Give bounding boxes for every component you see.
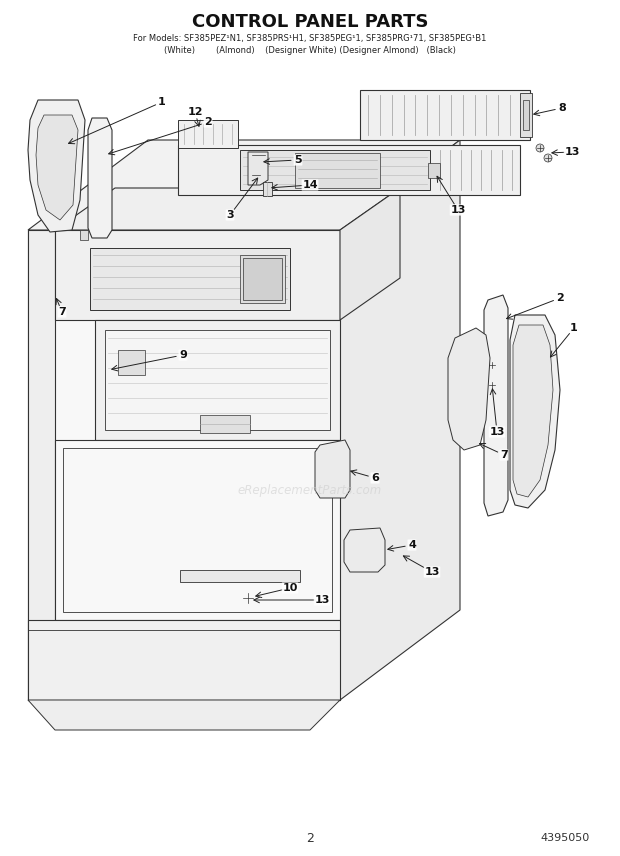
Circle shape bbox=[465, 392, 471, 398]
Polygon shape bbox=[28, 140, 460, 230]
Polygon shape bbox=[80, 230, 88, 240]
Polygon shape bbox=[180, 570, 300, 582]
Text: 9: 9 bbox=[179, 350, 187, 360]
Polygon shape bbox=[510, 315, 560, 508]
Polygon shape bbox=[55, 188, 400, 230]
Circle shape bbox=[97, 222, 104, 229]
Circle shape bbox=[97, 211, 104, 218]
Polygon shape bbox=[315, 440, 350, 498]
Polygon shape bbox=[360, 90, 530, 140]
Text: 2: 2 bbox=[556, 293, 564, 303]
Polygon shape bbox=[90, 248, 290, 310]
Polygon shape bbox=[344, 528, 385, 572]
Text: 7: 7 bbox=[58, 307, 66, 317]
Polygon shape bbox=[484, 295, 508, 516]
Text: 2: 2 bbox=[306, 831, 314, 845]
Polygon shape bbox=[448, 328, 490, 450]
Circle shape bbox=[108, 468, 152, 512]
Text: 13: 13 bbox=[450, 205, 466, 215]
Text: 13: 13 bbox=[489, 427, 505, 437]
Text: 14: 14 bbox=[302, 180, 318, 190]
Circle shape bbox=[97, 152, 104, 158]
Text: For Models: SF385PEZ¹N1, SF385PRS¹H1, SF385PEG¹1, SF385PRG¹71, SF385PEG¹B1: For Models: SF385PEZ¹N1, SF385PRS¹H1, SF… bbox=[133, 33, 487, 43]
Polygon shape bbox=[28, 620, 340, 700]
Text: 6: 6 bbox=[371, 473, 379, 483]
Polygon shape bbox=[240, 150, 430, 190]
Circle shape bbox=[492, 472, 500, 479]
Polygon shape bbox=[523, 100, 529, 130]
Circle shape bbox=[492, 317, 500, 324]
Circle shape bbox=[536, 144, 544, 152]
Polygon shape bbox=[520, 93, 532, 137]
Polygon shape bbox=[295, 153, 380, 188]
Polygon shape bbox=[513, 325, 553, 497]
Circle shape bbox=[544, 154, 552, 162]
Polygon shape bbox=[55, 230, 340, 320]
Text: CONTROL PANEL PARTS: CONTROL PANEL PARTS bbox=[192, 13, 428, 31]
Circle shape bbox=[97, 171, 104, 179]
Circle shape bbox=[492, 342, 500, 348]
Text: 3: 3 bbox=[226, 210, 234, 220]
Text: 1: 1 bbox=[570, 323, 578, 333]
Text: 5: 5 bbox=[294, 155, 302, 165]
Circle shape bbox=[243, 593, 253, 603]
Circle shape bbox=[329, 455, 335, 461]
Circle shape bbox=[97, 132, 104, 139]
Text: 1: 1 bbox=[158, 97, 166, 107]
Polygon shape bbox=[95, 320, 340, 440]
Text: 4: 4 bbox=[408, 540, 416, 550]
Circle shape bbox=[386, 536, 394, 544]
Polygon shape bbox=[340, 140, 460, 700]
Text: 13: 13 bbox=[314, 595, 330, 605]
Circle shape bbox=[124, 355, 138, 369]
Polygon shape bbox=[340, 188, 400, 320]
Circle shape bbox=[492, 366, 500, 373]
Text: 13: 13 bbox=[424, 567, 440, 577]
Polygon shape bbox=[200, 415, 250, 433]
Circle shape bbox=[430, 166, 438, 174]
Polygon shape bbox=[88, 118, 112, 238]
Text: 10: 10 bbox=[282, 583, 298, 593]
Polygon shape bbox=[28, 700, 340, 730]
Polygon shape bbox=[243, 258, 282, 300]
Polygon shape bbox=[28, 100, 85, 232]
Text: 4395050: 4395050 bbox=[541, 833, 590, 843]
Polygon shape bbox=[428, 163, 440, 178]
Text: (White)        (Almond)    (Designer White) (Designer Almond)   (Black): (White) (Almond) (Designer White) (Desig… bbox=[164, 45, 456, 55]
Text: 7: 7 bbox=[500, 450, 508, 460]
Text: 8: 8 bbox=[558, 103, 566, 113]
Polygon shape bbox=[28, 230, 55, 700]
Polygon shape bbox=[248, 152, 268, 185]
Polygon shape bbox=[118, 350, 145, 375]
Polygon shape bbox=[178, 120, 238, 148]
Polygon shape bbox=[263, 182, 272, 196]
Text: 12: 12 bbox=[187, 107, 203, 117]
Circle shape bbox=[465, 352, 471, 358]
Circle shape bbox=[492, 495, 500, 502]
Text: 13: 13 bbox=[564, 147, 580, 157]
Polygon shape bbox=[28, 230, 340, 700]
Polygon shape bbox=[36, 115, 78, 220]
Polygon shape bbox=[55, 440, 340, 620]
Circle shape bbox=[116, 476, 144, 504]
Circle shape bbox=[465, 372, 471, 378]
Circle shape bbox=[465, 427, 471, 433]
Polygon shape bbox=[240, 255, 285, 303]
Text: eReplacementParts.com: eReplacementParts.com bbox=[238, 484, 382, 496]
Circle shape bbox=[488, 381, 496, 389]
Polygon shape bbox=[178, 145, 520, 195]
Circle shape bbox=[488, 361, 496, 369]
Text: 2: 2 bbox=[204, 117, 212, 127]
Circle shape bbox=[329, 485, 335, 490]
Circle shape bbox=[329, 473, 335, 478]
Circle shape bbox=[396, 551, 404, 559]
Polygon shape bbox=[105, 330, 330, 430]
